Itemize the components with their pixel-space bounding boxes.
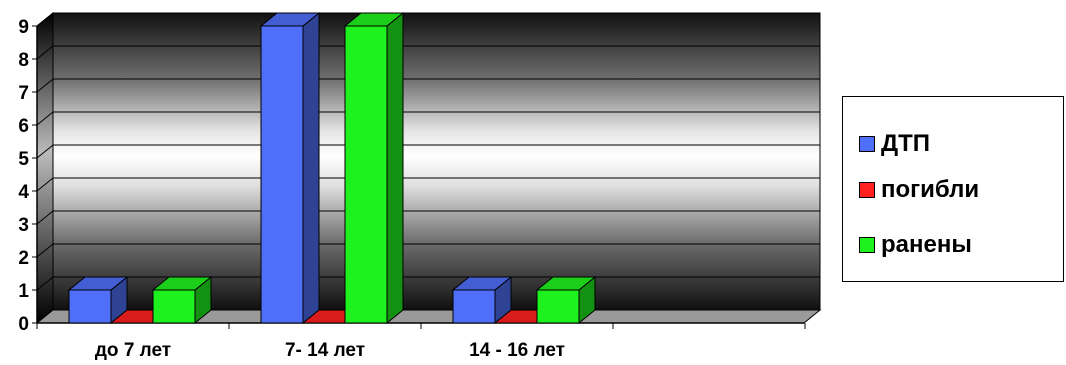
legend-label-dtp: ДТП bbox=[881, 130, 931, 157]
y-tick-label: 0 bbox=[18, 314, 29, 335]
back-wall bbox=[52, 12, 821, 311]
legend-swatch-injured bbox=[859, 237, 875, 253]
y-tick-label: 6 bbox=[18, 116, 29, 137]
x-tick-label: 7- 14 лет bbox=[285, 340, 365, 360]
legend-item-killed: погибли bbox=[859, 175, 979, 205]
bar-side bbox=[302, 11, 320, 325]
gridline bbox=[36, 45, 820, 60]
bar-front bbox=[344, 25, 388, 324]
x-tick-label: до 7 лет bbox=[95, 340, 171, 360]
bar-injured-3 bbox=[535, 275, 597, 325]
bar-side bbox=[386, 11, 404, 325]
legend-swatch-dtp bbox=[859, 136, 875, 152]
legend-label-killed: погибли bbox=[881, 176, 980, 203]
y-tick-label: 1 bbox=[18, 281, 29, 302]
bar-front bbox=[536, 289, 580, 324]
bar-front bbox=[68, 289, 112, 324]
y-tick-label: 2 bbox=[18, 248, 29, 269]
y-tick-label: 4 bbox=[18, 182, 29, 203]
bar-dtp-3 bbox=[451, 275, 513, 325]
legend: ДТП погибли ранены bbox=[842, 96, 1064, 282]
bar-injured-2 bbox=[343, 11, 405, 325]
gridline bbox=[36, 177, 820, 192]
gridline bbox=[36, 111, 820, 126]
y-tick-label: 9 bbox=[18, 17, 29, 38]
gridline bbox=[36, 144, 820, 159]
legend-item-dtp: ДТП bbox=[859, 129, 930, 159]
y-tick-label: 7 bbox=[18, 83, 29, 104]
legend-label-injured: ранены bbox=[881, 231, 972, 258]
legend-item-injured: ранены bbox=[859, 230, 972, 260]
x-tick-label: 14 - 16 лет bbox=[469, 340, 565, 360]
gridline bbox=[36, 243, 820, 258]
gridline bbox=[36, 210, 820, 225]
legend-swatch-killed bbox=[859, 182, 875, 198]
gridline bbox=[36, 12, 820, 27]
bar-dtp-1 bbox=[67, 275, 129, 325]
y-tick-label: 3 bbox=[18, 215, 29, 236]
bar-front bbox=[260, 25, 304, 324]
bar-dtp-2 bbox=[259, 11, 321, 325]
gridline bbox=[36, 78, 820, 93]
bar-injured-1 bbox=[151, 275, 213, 325]
side-wall bbox=[36, 11, 54, 325]
y-tick-label: 8 bbox=[18, 50, 29, 71]
bar-front bbox=[152, 289, 196, 324]
y-tick-label: 5 bbox=[18, 149, 29, 170]
bar-front bbox=[452, 289, 496, 324]
